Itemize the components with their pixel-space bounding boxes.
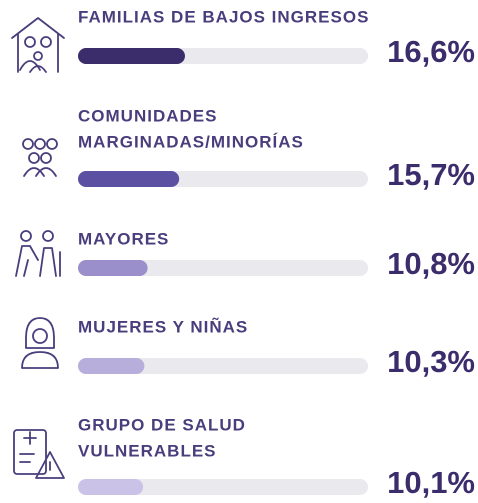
category-label: COMUNIDADES bbox=[78, 106, 217, 125]
icon-elderly bbox=[15, 230, 61, 277]
icon-health bbox=[13, 429, 65, 479]
icon-woman bbox=[21, 317, 59, 369]
value-label: 16,6% bbox=[387, 34, 475, 69]
bar-track bbox=[78, 479, 368, 495]
category-label: FAMILIAS DE BAJOS INGRESOS bbox=[78, 7, 369, 26]
category-label: MUJERES Y NIÑAS bbox=[78, 316, 248, 336]
icon-family bbox=[11, 17, 65, 73]
bar bbox=[78, 48, 185, 64]
icon-community bbox=[22, 138, 58, 177]
bar bbox=[78, 171, 180, 187]
bar bbox=[78, 479, 144, 495]
category-label: VULNERABLES bbox=[78, 441, 217, 460]
bar bbox=[78, 260, 148, 276]
category-label: GRUPO DE SALUD bbox=[78, 415, 246, 434]
category-label: MAYORES bbox=[78, 229, 169, 248]
bar bbox=[78, 358, 145, 374]
value-label: 10,3% bbox=[387, 344, 475, 379]
category-label: MARGINADAS/MINORÍAS bbox=[78, 132, 304, 151]
value-label: 15,7% bbox=[387, 157, 475, 192]
bar-track bbox=[78, 260, 368, 276]
value-label: 10,8% bbox=[387, 246, 475, 281]
value-label: 10,1% bbox=[387, 465, 475, 500]
bar-track bbox=[78, 358, 368, 374]
